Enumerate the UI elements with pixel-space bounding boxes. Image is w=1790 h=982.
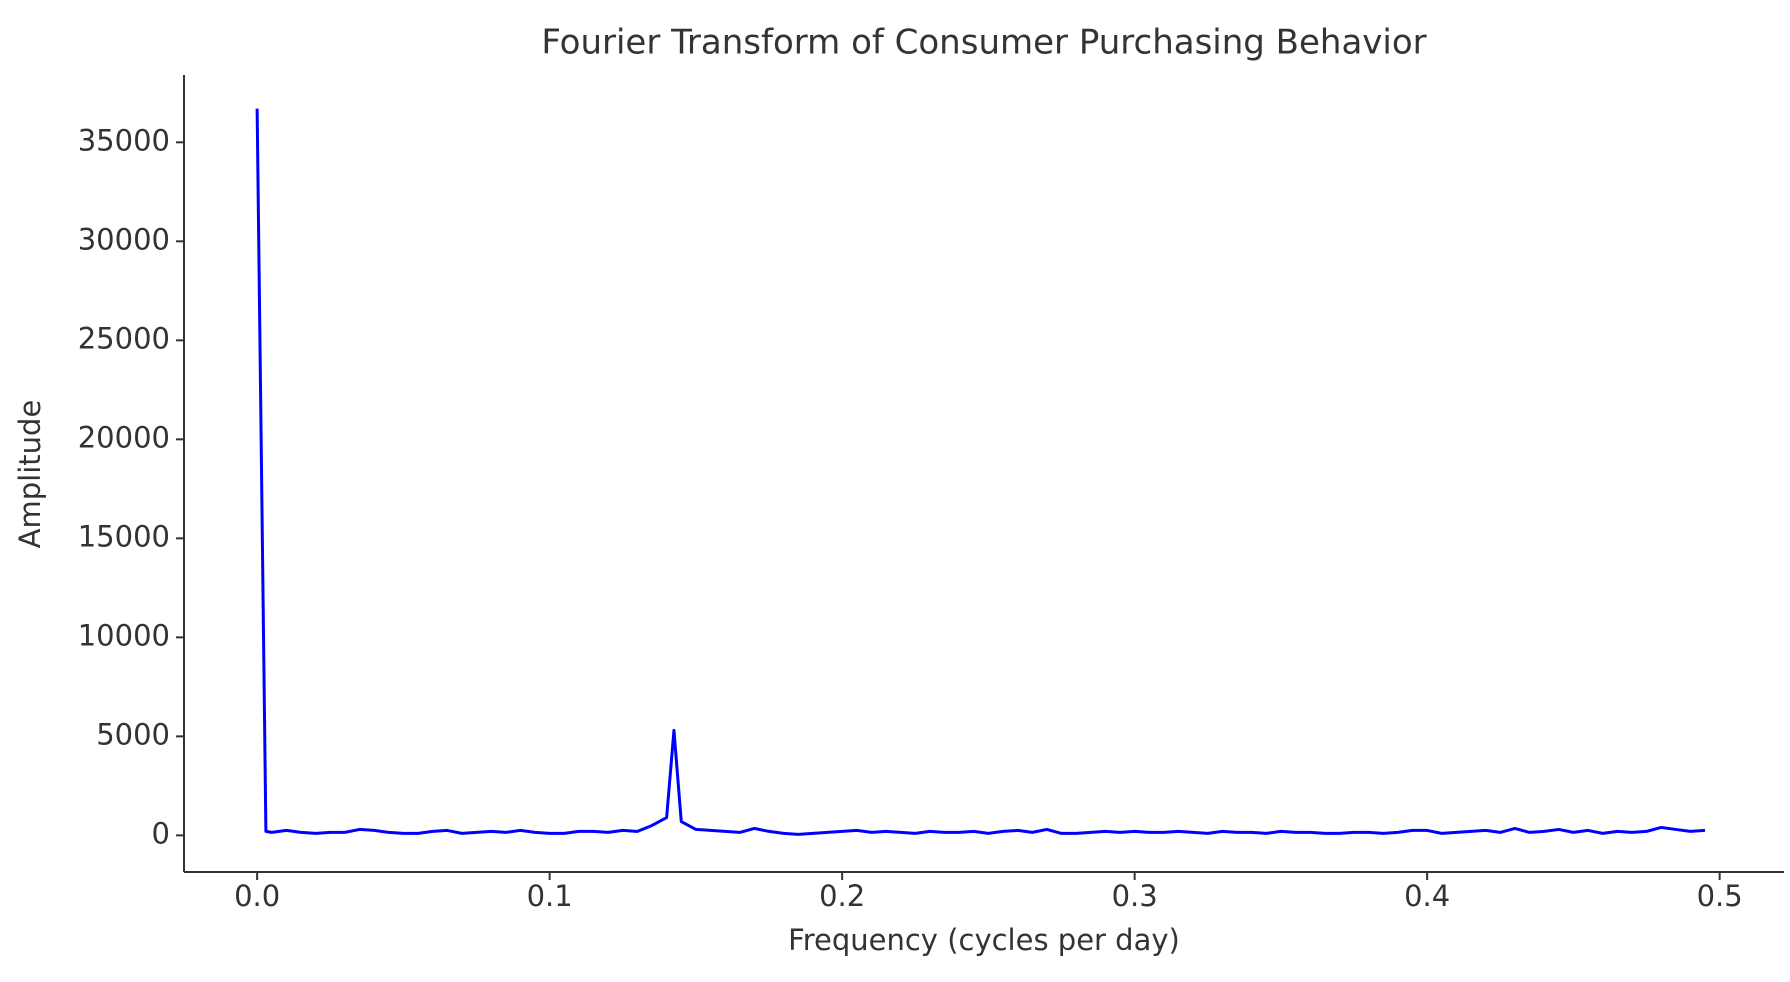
y-tick-label: 0	[152, 816, 170, 850]
chart-title: Fourier Transform of Consumer Purchasing…	[541, 23, 1426, 63]
y-tick-label: 35000	[78, 123, 170, 157]
x-tick-label: 0.4	[1404, 879, 1450, 913]
y-tick-label: 5000	[96, 717, 170, 751]
y-tick-label: 30000	[78, 222, 170, 256]
y-tick-label: 10000	[78, 618, 170, 652]
y-tick-label: 25000	[78, 321, 170, 355]
x-tick-label: 0.3	[1112, 879, 1158, 913]
x-tick-label: 0.1	[527, 879, 573, 913]
y-tick-label: 20000	[78, 420, 170, 454]
y-tick-label: 15000	[78, 519, 170, 553]
x-tick-label: 0.2	[819, 879, 865, 913]
data-line	[255, 108, 1706, 836]
x-tick-label: 0.0	[234, 879, 280, 913]
y-axis-label: Amplitude	[13, 400, 47, 549]
x-axis-label: Frequency (cycles per day)	[788, 923, 1180, 957]
x-tick-label: 0.5	[1697, 879, 1743, 913]
